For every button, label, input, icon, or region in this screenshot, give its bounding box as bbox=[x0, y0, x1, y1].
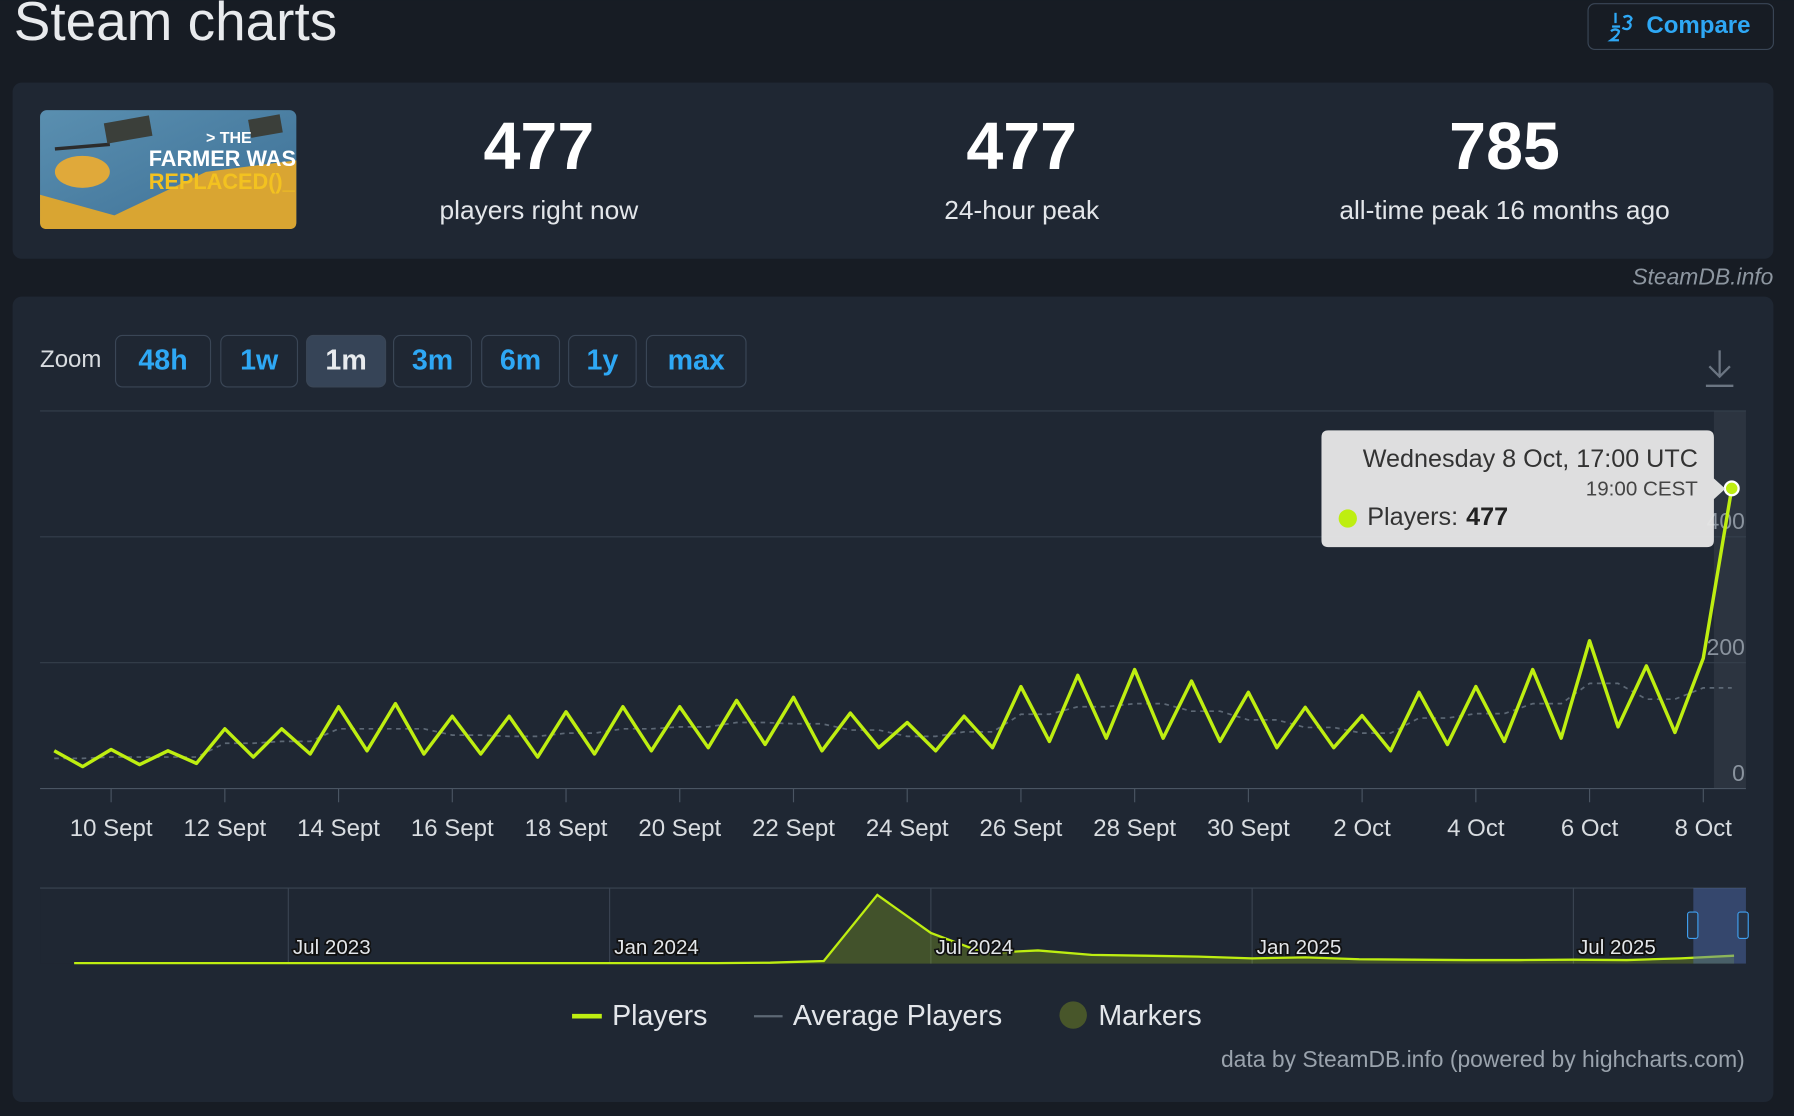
x-tick-label: 18 Sept bbox=[525, 815, 608, 842]
zoom-button[interactable] bbox=[114, 334, 212, 388]
game-thumbnail: > THE FARMER WAS REPLACED()_ bbox=[40, 110, 297, 230]
zoom-option[interactable]: 3m bbox=[412, 344, 453, 376]
tooltip-subtitle: 19:00 CEST bbox=[1586, 477, 1699, 500]
average-line bbox=[54, 682, 1732, 760]
zoom-option[interactable]: 6m bbox=[500, 344, 541, 376]
navigator-area bbox=[74, 894, 1735, 964]
x-tick-label: 14 Sept bbox=[297, 815, 380, 842]
hover-point bbox=[1723, 480, 1740, 497]
stats: 477 players right now 477 24-hour peak 785 al… bbox=[439, 110, 1669, 225]
stat-value: 785 bbox=[1449, 110, 1560, 184]
thumbnail-drone bbox=[54, 155, 110, 188]
x-tick-label: 26 Sept bbox=[980, 815, 1063, 842]
tooltip-label: Players: bbox=[1367, 503, 1458, 531]
navigator-range[interactable] bbox=[1693, 888, 1746, 964]
stat-value: 477 bbox=[966, 110, 1077, 184]
navigator-label: Jul 2023 bbox=[293, 936, 371, 959]
zoom-button[interactable] bbox=[220, 334, 299, 388]
players-line bbox=[53, 488, 1734, 769]
thumbnail-rotor bbox=[54, 142, 110, 151]
tooltip-swatch bbox=[1338, 509, 1357, 528]
stat-label: all-time peak 16 months ago bbox=[1339, 195, 1669, 225]
x-tick-label: 8 Oct bbox=[1675, 815, 1733, 842]
tooltip: Wednesday 8 Oct, 17:00 UTC 19:00 CEST Play… bbox=[1321, 430, 1726, 548]
zoom-buttons: 48h 1w 1m 3m 6m 1y max bbox=[114, 334, 747, 388]
stat-value: 477 bbox=[484, 110, 595, 184]
x-tick-label: 30 Sept bbox=[1207, 815, 1290, 842]
zoom-option[interactable]: 1y bbox=[586, 344, 618, 376]
y-tick-label: 200 bbox=[1707, 634, 1745, 660]
thumbnail-wheat bbox=[40, 160, 297, 230]
navigator-handle[interactable] bbox=[1687, 911, 1699, 939]
watermark: SteamDB.info bbox=[1632, 263, 1773, 289]
navigator-label: Jul 2024 bbox=[935, 936, 1013, 959]
chart-panel bbox=[12, 296, 1774, 1103]
x-tick-label: 22 Sept bbox=[752, 815, 835, 842]
thumbnail-text: FARMER WAS bbox=[149, 146, 296, 171]
legend-swatch[interactable] bbox=[1059, 1001, 1087, 1029]
credit: data by SteamDB.info (powered by highcha… bbox=[1221, 1046, 1745, 1072]
zoom-button[interactable] bbox=[393, 334, 472, 388]
y-tick-label: 0 bbox=[1732, 760, 1745, 786]
x-tick-label: 28 Sept bbox=[1093, 815, 1176, 842]
zoom-option[interactable]: 48h bbox=[138, 344, 187, 376]
navigator-chart: Jul 2023 Jan 2024 Jul 2024 Jan 2025 Jul 2025 bbox=[74, 888, 1735, 965]
zoom-button[interactable] bbox=[568, 334, 637, 388]
navigator-handle[interactable] bbox=[1737, 911, 1749, 939]
page-title: Steam charts bbox=[14, 0, 337, 52]
thumbnail-text: REPLACED()_ bbox=[149, 169, 296, 194]
zoom-button[interactable] bbox=[645, 334, 747, 388]
zoom-label: Zoom bbox=[40, 346, 101, 373]
navigator-label: Jan 2024 bbox=[614, 936, 699, 959]
navigator-line bbox=[74, 893, 1735, 965]
tooltip-value: 477 bbox=[1466, 503, 1508, 531]
thumbnail-text: > THE bbox=[206, 130, 252, 147]
legend-label[interactable]: Players bbox=[612, 1000, 707, 1032]
x-tick-label: 12 Sept bbox=[183, 815, 266, 842]
zoom-option[interactable]: 1m bbox=[325, 344, 366, 376]
thumbnail-screen bbox=[103, 115, 153, 144]
compare-button-frame[interactable] bbox=[1587, 3, 1774, 51]
x-tick-label: 2 Oct bbox=[1333, 815, 1391, 842]
compare-icon bbox=[1607, 12, 1633, 42]
stat-label: 24-hour peak bbox=[944, 195, 1100, 225]
compare-label[interactable]: Compare bbox=[1646, 12, 1750, 39]
compare-button[interactable]: Compare bbox=[1587, 3, 1774, 51]
tooltip-title: Wednesday 8 Oct, 17:00 UTC bbox=[1363, 445, 1698, 473]
download-button[interactable] bbox=[1705, 350, 1734, 387]
x-tick-label: 10 Sept bbox=[70, 815, 153, 842]
legend-label[interactable]: Average Players bbox=[793, 1000, 1002, 1032]
tooltip-box bbox=[1321, 430, 1726, 548]
navigator bbox=[40, 888, 1746, 964]
hover-band bbox=[1713, 410, 1746, 789]
x-tick-label: 24 Sept bbox=[866, 815, 949, 842]
thumbnail-screen bbox=[248, 114, 283, 138]
navigator-label: Jan 2025 bbox=[1257, 936, 1342, 959]
legend: Players Average Players Markers bbox=[572, 1000, 1202, 1032]
zoom-button[interactable] bbox=[306, 334, 387, 388]
x-tick-label: 20 Sept bbox=[638, 815, 721, 842]
zoom-option[interactable]: 1w bbox=[240, 344, 279, 376]
x-tick-label: 16 Sept bbox=[411, 815, 494, 842]
stats-panel bbox=[12, 82, 1774, 259]
x-tick-label: 4 Oct bbox=[1447, 815, 1505, 842]
navigator-label: Jul 2025 bbox=[1578, 936, 1656, 959]
stat-label: players right now bbox=[439, 195, 639, 225]
x-tick-label: 6 Oct bbox=[1561, 815, 1619, 842]
legend-label[interactable]: Markers bbox=[1098, 1000, 1201, 1032]
zoom-button[interactable] bbox=[481, 334, 561, 388]
zoom-option[interactable]: max bbox=[668, 344, 725, 376]
